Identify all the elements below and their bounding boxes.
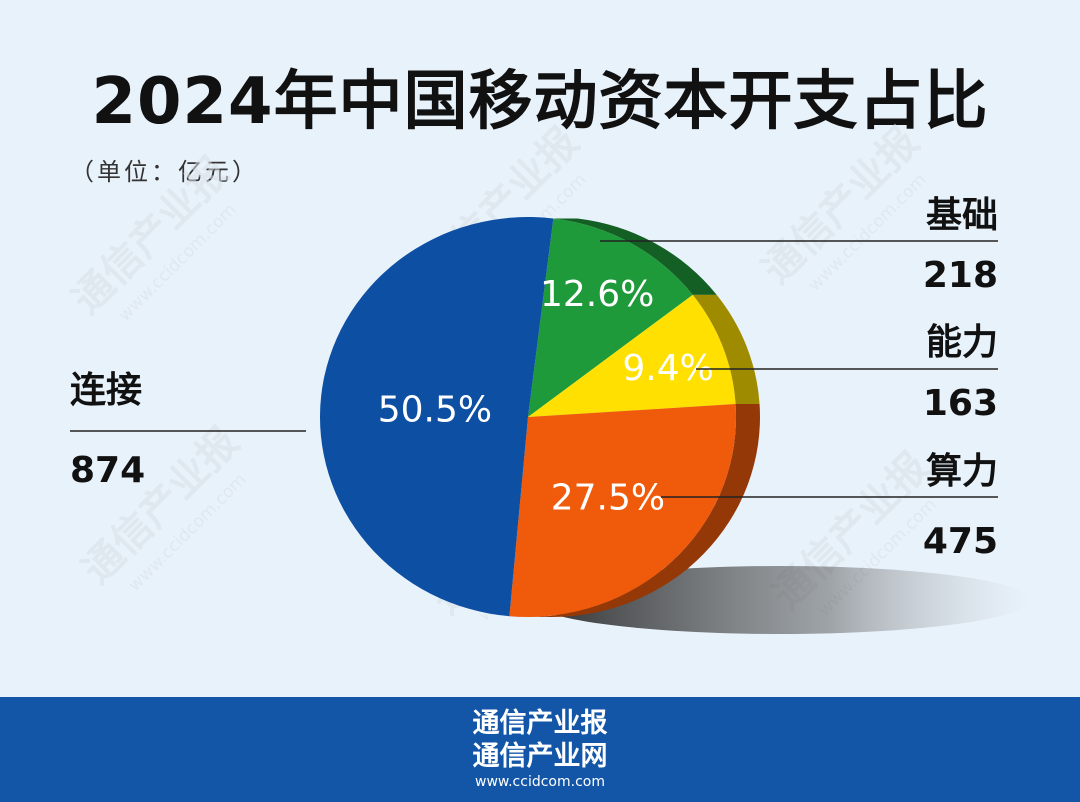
category-value: 874 <box>70 450 145 491</box>
category-value: 163 <box>923 383 998 424</box>
category-label: 连接 <box>70 370 142 411</box>
category-value: 218 <box>923 255 998 296</box>
pie-slice <box>528 294 736 417</box>
footer-url: www.ccidcom.com <box>475 774 605 790</box>
slice-percent-label: 50.5% <box>378 389 492 430</box>
category-label: 算力 <box>926 451 998 492</box>
footer-line-1: 通信产业报 <box>472 708 608 739</box>
slice-depth <box>553 218 717 295</box>
category-value: 475 <box>923 521 998 562</box>
pie-slice <box>319 216 554 617</box>
pie-slice <box>528 218 693 417</box>
footer-banner: 通信产业报 通信产业网 www.ccidcom.com <box>0 697 1080 802</box>
category-label: 基础 <box>926 195 998 236</box>
unit-label: （单位：亿元） <box>70 158 259 186</box>
slice-percent-label: 12.6% <box>540 274 654 315</box>
slice-percent-label: 27.5% <box>551 478 665 519</box>
footer-line-2: 通信产业网 <box>472 741 608 772</box>
pie-slice <box>509 404 736 618</box>
chart-title: 2024年中国移动资本开支占比 <box>91 65 989 139</box>
slice-depth <box>528 404 760 617</box>
category-label: 能力 <box>926 322 998 363</box>
slice-depth <box>692 294 760 405</box>
